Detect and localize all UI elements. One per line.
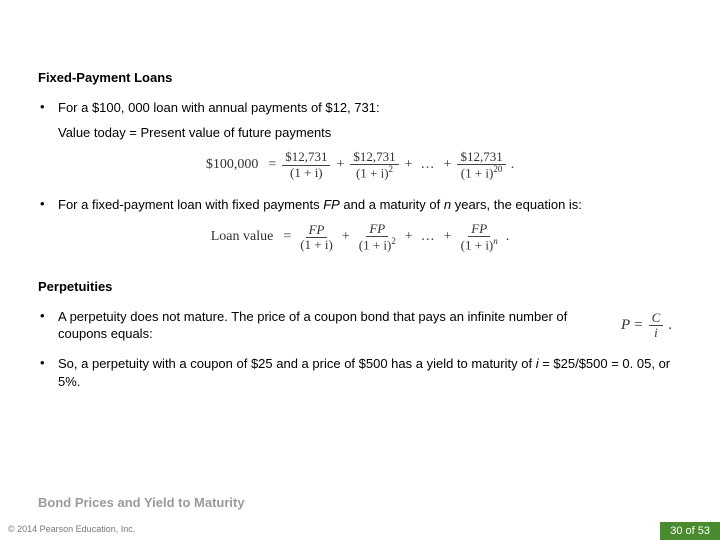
bullet-mark: • (38, 99, 58, 117)
eq2-term1: FP (1 + i) (297, 223, 336, 253)
period: . (511, 157, 515, 173)
equation-2: Loan value = FP (1 + i) + FP (1 + i)2 + … (38, 222, 682, 253)
bullet-mark: • (38, 196, 58, 214)
eq3-P: P (621, 317, 630, 334)
bullet-1-subline: Value today = Present value of future pa… (58, 125, 682, 140)
equals-sign: = (268, 157, 276, 173)
eq1-term-last: $12,731 (1 + i)20 (457, 150, 505, 181)
eq2-lhs: Loan value (211, 229, 274, 245)
bullet-3-row: • A perpetuity does not mature. The pric… (38, 308, 682, 343)
plus-sign: + (444, 157, 452, 173)
eq1-term2: $12,731 (1 + i)2 (350, 150, 398, 181)
plus-sign: + (336, 157, 344, 173)
bullet-4: • So, a perpetuity with a coupon of $25 … (38, 355, 682, 390)
equation-3: P = C i . (621, 311, 672, 341)
bullet-3: • A perpetuity does not mature. The pric… (38, 308, 591, 343)
bullet-2-text: For a fixed-payment loan with fixed paym… (58, 196, 682, 214)
ellipsis: … (421, 157, 436, 173)
bullet-4-text: So, a perpetuity with a coupon of $25 an… (58, 355, 682, 390)
footer-section-title: Bond Prices and Yield to Maturity (38, 495, 245, 510)
plus-sign: + (405, 157, 413, 173)
plus-sign: + (405, 229, 413, 245)
equation-1: $100,000 = $12,731 (1 + i) + $12,731 (1 … (38, 150, 682, 181)
bullet-3-text: A perpetuity does not mature. The price … (58, 308, 591, 343)
plus-sign: + (444, 229, 452, 245)
heading-fixed-payment: Fixed-Payment Loans (38, 70, 682, 85)
period: . (506, 229, 510, 245)
equals-sign: = (634, 317, 642, 334)
bullet-mark: • (38, 355, 58, 390)
heading-perpetuities: Perpetuities (38, 279, 682, 294)
bullet-2: • For a fixed-payment loan with fixed pa… (38, 196, 682, 214)
eq3-frac: C i (649, 311, 664, 341)
period: . (668, 317, 672, 334)
plus-sign: + (342, 229, 350, 245)
eq1-lhs: $100,000 (206, 157, 259, 173)
bullet-1: • For a $100, 000 loan with annual payme… (38, 99, 682, 117)
page-number-badge: 30 of 53 (660, 522, 720, 540)
eq2-term2: FP (1 + i)2 (356, 222, 399, 253)
eq1-term1: $12,731 (1 + i) (282, 150, 330, 180)
bullet-1-text: For a $100, 000 loan with annual payment… (58, 99, 682, 117)
equals-sign: = (283, 229, 291, 245)
slide-content: Fixed-Payment Loans • For a $100, 000 lo… (0, 0, 720, 390)
bullet-mark: • (38, 308, 58, 343)
ellipsis: … (421, 229, 436, 245)
copyright-text: © 2014 Pearson Education, Inc. (8, 524, 135, 534)
eq2-term-last: FP (1 + i)n (458, 222, 501, 253)
